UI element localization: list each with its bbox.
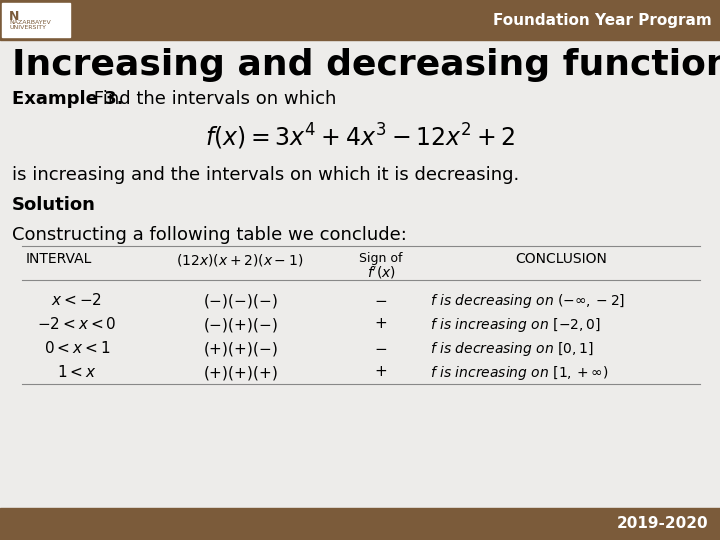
Text: Increasing and decreasing functions: Increasing and decreasing functions — [12, 48, 720, 82]
Text: $(+)(+)(-)$: $(+)(+)(-)$ — [202, 340, 277, 358]
Text: $f$ is increasing on $[1, +\infty)$: $f$ is increasing on $[1, +\infty)$ — [430, 364, 608, 382]
Text: $1 < x$: $1 < x$ — [57, 364, 96, 380]
Text: 2019-2020: 2019-2020 — [616, 516, 708, 531]
Text: CONCLUSION: CONCLUSION — [515, 252, 607, 266]
Text: $f$ is decreasing on $(-\infty, -2]$: $f$ is decreasing on $(-\infty, -2]$ — [430, 292, 625, 310]
Text: $f$ is decreasing on $[0, 1]$: $f$ is decreasing on $[0, 1]$ — [430, 340, 594, 358]
Text: $x < -2$: $x < -2$ — [52, 292, 102, 308]
Text: $+$: $+$ — [374, 316, 387, 331]
Text: $f(x) = 3x^4 + 4x^3 - 12x^2 + 2$: $f(x) = 3x^4 + 4x^3 - 12x^2 + 2$ — [204, 122, 516, 152]
Text: is increasing and the intervals on which it is decreasing.: is increasing and the intervals on which… — [12, 166, 519, 184]
Text: $-$: $-$ — [374, 292, 387, 307]
Text: $(12x)(x+2)(x-1)$: $(12x)(x+2)(x-1)$ — [176, 252, 304, 268]
Text: Sign of: Sign of — [359, 252, 402, 265]
Text: $0 < x < 1$: $0 < x < 1$ — [44, 340, 110, 356]
Text: Constructing a following table we conclude:: Constructing a following table we conclu… — [12, 226, 407, 244]
Text: Find the intervals on which: Find the intervals on which — [88, 90, 336, 108]
Text: $-$: $-$ — [374, 340, 387, 355]
Bar — [0, 0, 720, 40]
Text: N: N — [9, 10, 19, 24]
Text: $(-)(-)(-)$: $(-)(-)(-)$ — [202, 292, 277, 310]
Text: $(+)(+)(+)$: $(+)(+)(+)$ — [202, 364, 277, 382]
Text: Foundation Year Program: Foundation Year Program — [493, 12, 712, 28]
Text: $-2 < x < 0$: $-2 < x < 0$ — [37, 316, 117, 332]
Text: $f$ is increasing on $[-2, 0]$: $f$ is increasing on $[-2, 0]$ — [430, 316, 600, 334]
Text: $f'(x)$: $f'(x)$ — [366, 265, 395, 281]
Text: $(-)(+)(-)$: $(-)(+)(-)$ — [202, 316, 277, 334]
Bar — [2, 3, 70, 37]
Text: Example 3.: Example 3. — [12, 90, 124, 108]
Text: INTERVAL: INTERVAL — [26, 252, 92, 266]
Bar — [0, 508, 720, 540]
Text: $+$: $+$ — [374, 364, 387, 379]
Text: Solution: Solution — [12, 196, 96, 214]
Text: NAZARBAYEV
UNIVERSITY: NAZARBAYEV UNIVERSITY — [9, 19, 50, 30]
